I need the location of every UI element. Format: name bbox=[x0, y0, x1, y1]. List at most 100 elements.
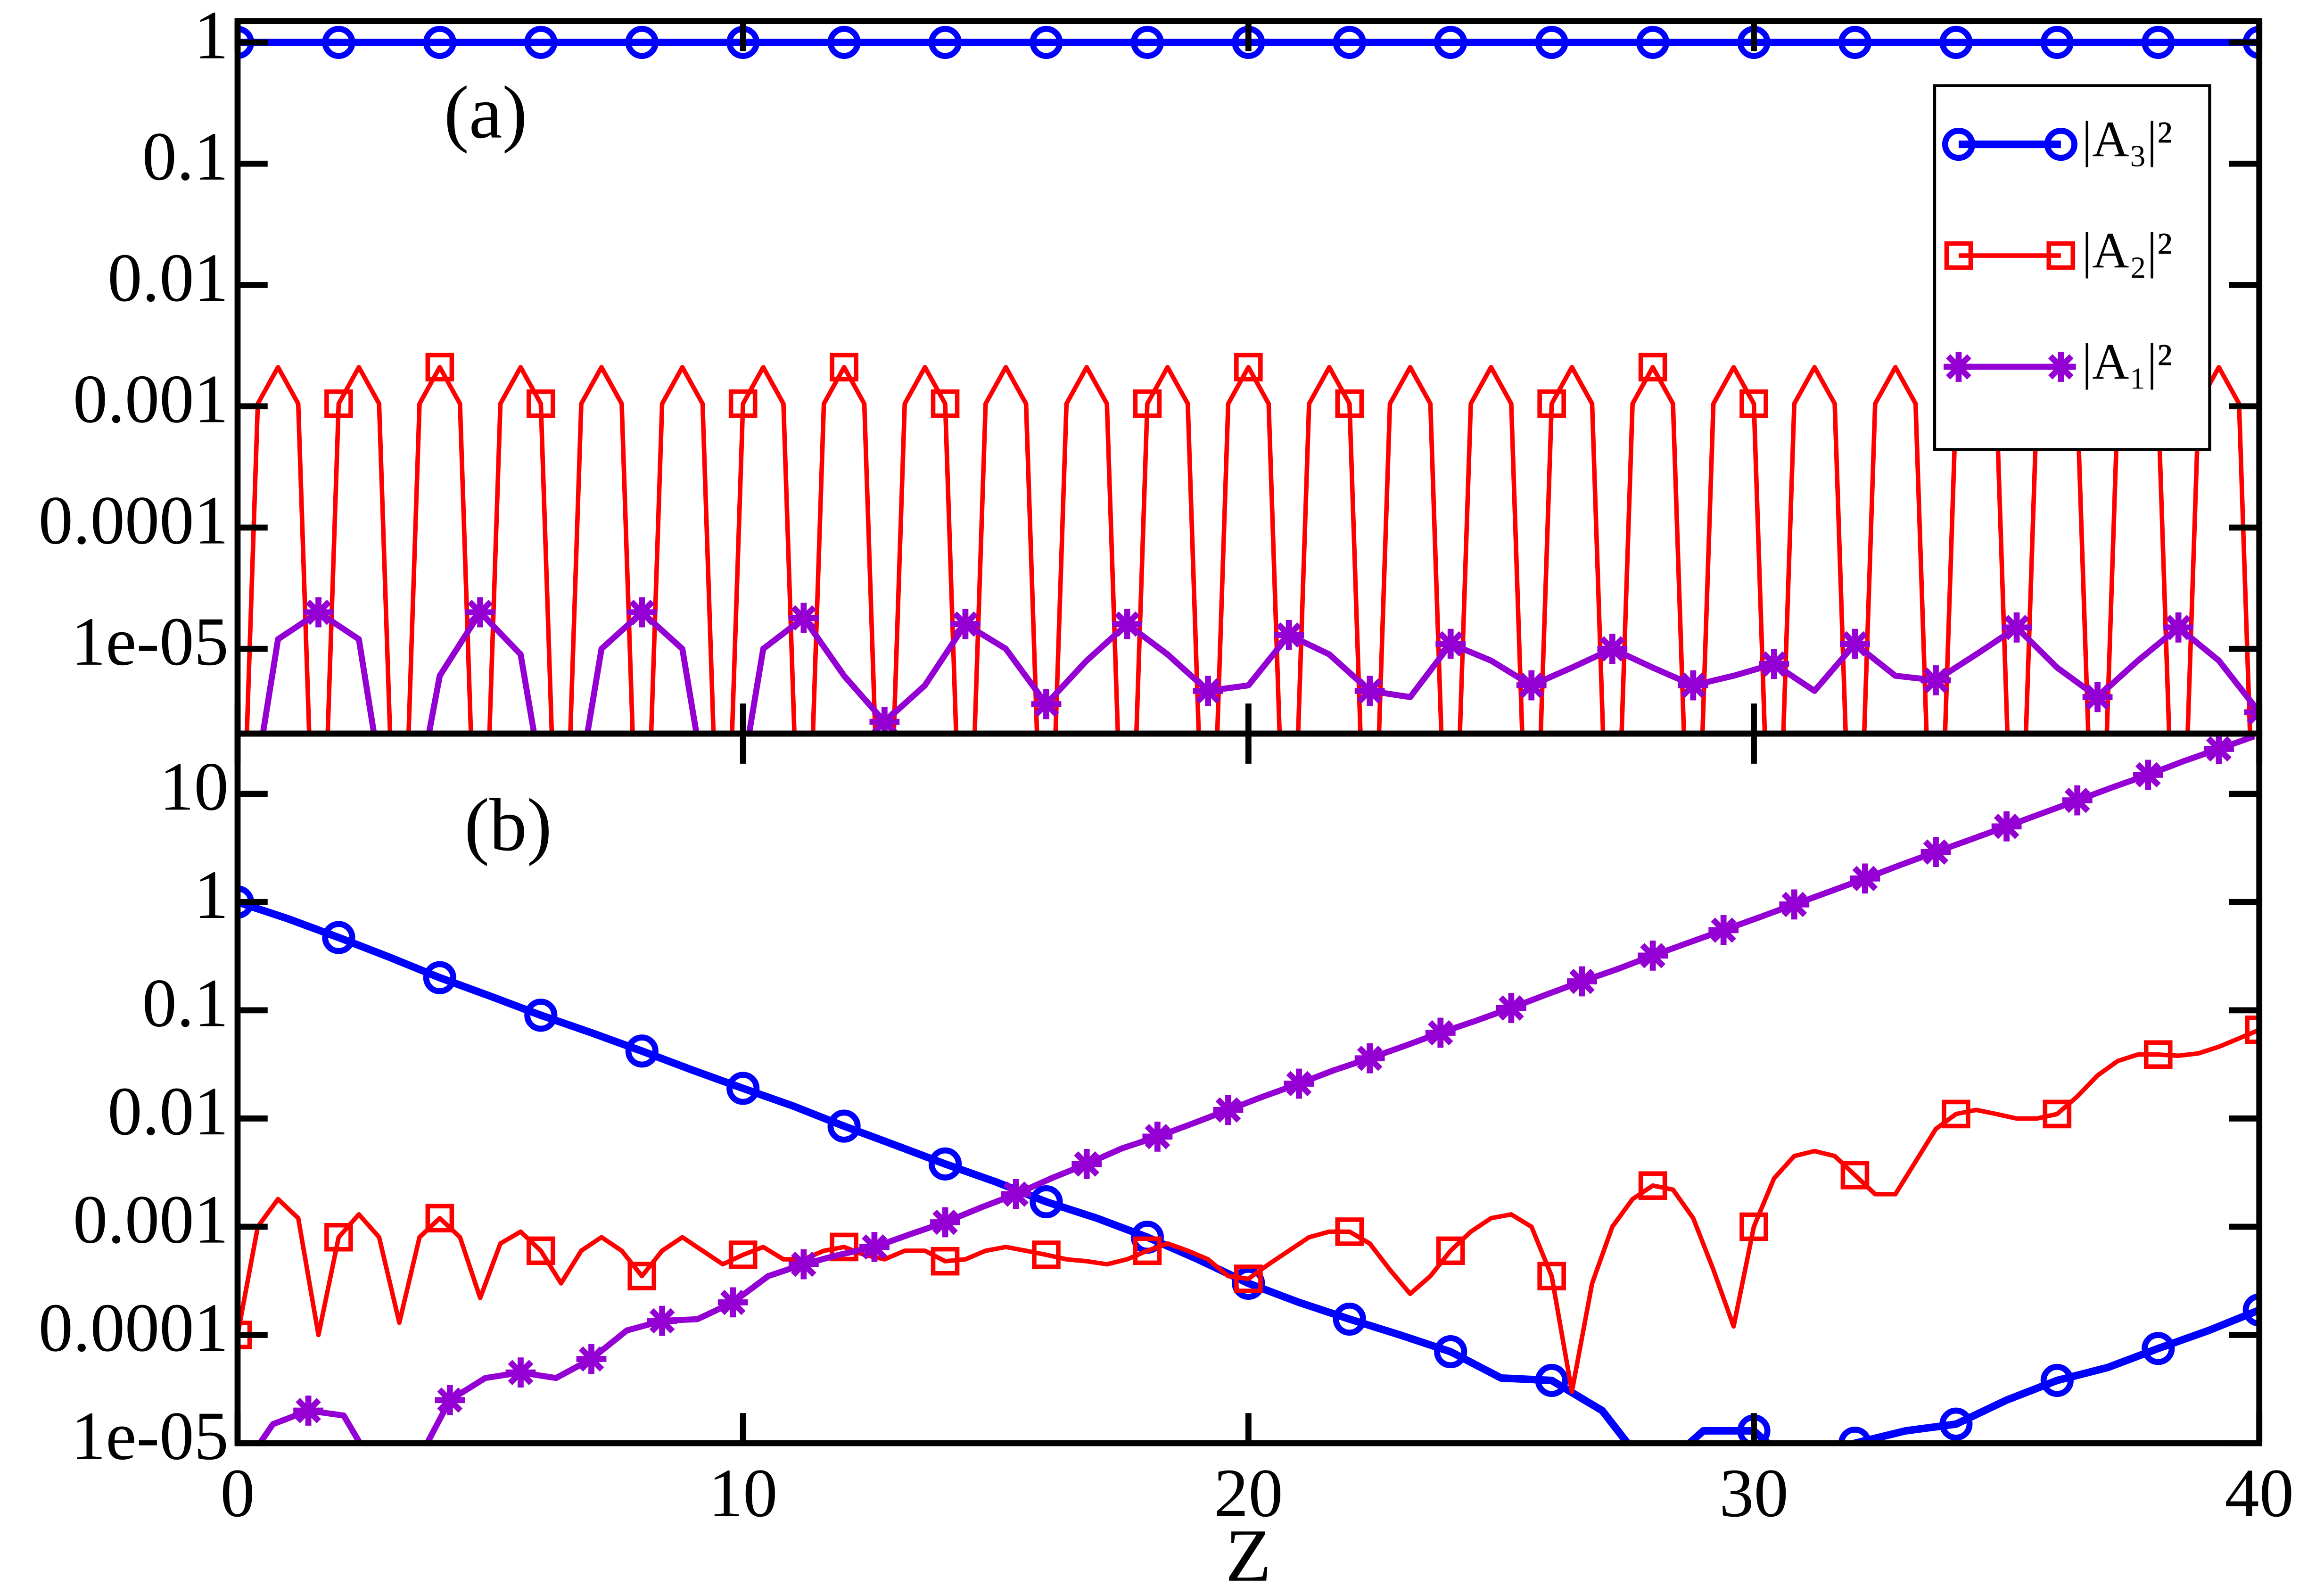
x-tick-label: 20 bbox=[1214, 1454, 1283, 1531]
marker bbox=[324, 1223, 353, 1252]
marker bbox=[627, 1262, 657, 1290]
marker bbox=[1434, 1335, 1467, 1369]
marker bbox=[830, 1232, 858, 1262]
marker bbox=[2242, 1293, 2259, 1327]
marker bbox=[2133, 760, 2163, 790]
marker bbox=[1920, 665, 1951, 695]
legend-marker bbox=[1944, 241, 1973, 270]
marker bbox=[928, 25, 962, 59]
x-tick-label: 0 bbox=[220, 1454, 255, 1531]
marker bbox=[1739, 1212, 1768, 1241]
marker bbox=[830, 353, 858, 382]
marker bbox=[1567, 966, 1597, 997]
marker bbox=[728, 1240, 758, 1269]
marker bbox=[2142, 25, 2175, 59]
marker bbox=[2002, 612, 2032, 643]
marker bbox=[1133, 389, 1162, 418]
marker bbox=[425, 353, 454, 382]
marker bbox=[1636, 25, 1670, 59]
series-line bbox=[237, 1027, 2259, 1394]
y-tick-label: 0.1 bbox=[142, 118, 229, 195]
marker bbox=[827, 1109, 861, 1143]
marker bbox=[1739, 389, 1768, 418]
x-tick-label: 30 bbox=[1719, 1454, 1788, 1531]
marker bbox=[1133, 1236, 1162, 1265]
marker bbox=[859, 1232, 890, 1262]
marker bbox=[1425, 1017, 1456, 1048]
y-tick-label: 1 bbox=[194, 856, 229, 933]
marker bbox=[788, 1249, 819, 1280]
marker bbox=[1333, 1302, 1366, 1336]
marker bbox=[1130, 25, 1164, 59]
marker bbox=[931, 389, 960, 418]
marker bbox=[1031, 689, 1062, 719]
marker bbox=[1030, 1185, 1063, 1219]
marker bbox=[1234, 1264, 1263, 1293]
legend-marker bbox=[1942, 128, 1976, 161]
legend-marker bbox=[1944, 352, 1974, 382]
marker bbox=[423, 961, 456, 994]
y-tick-label: 0.0001 bbox=[39, 482, 229, 559]
series-line bbox=[256, 734, 2256, 1444]
marker bbox=[1759, 649, 1789, 679]
marker bbox=[1535, 25, 1568, 59]
marker bbox=[527, 1236, 555, 1265]
marker bbox=[1991, 811, 2022, 842]
marker bbox=[1213, 1095, 1244, 1125]
legend-label: |A₁|² bbox=[2082, 333, 2172, 390]
marker bbox=[1638, 941, 1668, 971]
marker bbox=[1537, 1262, 1566, 1290]
marker bbox=[524, 999, 558, 1032]
marker bbox=[1516, 670, 1547, 701]
marker bbox=[1535, 1363, 1568, 1397]
marker bbox=[1071, 1148, 1102, 1179]
marker bbox=[625, 25, 659, 59]
series-line bbox=[237, 898, 2259, 1444]
marker bbox=[2143, 1040, 2173, 1069]
legend-label: |A₂|² bbox=[2082, 222, 2172, 279]
legend-marker bbox=[2044, 128, 2077, 161]
marker bbox=[2142, 1332, 2175, 1365]
marker bbox=[626, 597, 657, 628]
marker bbox=[728, 389, 758, 418]
legend-marker bbox=[2045, 352, 2076, 382]
marker bbox=[1537, 389, 1566, 418]
marker bbox=[1920, 837, 1951, 867]
marker bbox=[435, 1385, 465, 1415]
marker bbox=[2040, 1363, 2074, 1397]
marker bbox=[1942, 1099, 1970, 1129]
marker bbox=[1850, 863, 1880, 894]
marker bbox=[423, 25, 456, 59]
marker bbox=[1284, 1068, 1314, 1099]
marker bbox=[1335, 389, 1364, 418]
marker bbox=[576, 1344, 607, 1374]
marker bbox=[625, 1034, 659, 1068]
legend-label: |A₃|² bbox=[2082, 111, 2172, 167]
marker bbox=[1030, 25, 1063, 59]
marker bbox=[527, 389, 555, 418]
marker bbox=[726, 1072, 760, 1105]
marker bbox=[524, 25, 558, 59]
marker bbox=[950, 609, 981, 639]
marker bbox=[1335, 1217, 1364, 1246]
y-tick-label: 0.001 bbox=[73, 360, 229, 437]
y-tick-label: 0.0001 bbox=[39, 1289, 229, 1366]
marker bbox=[1597, 634, 1628, 664]
marker bbox=[1838, 25, 1872, 59]
marker bbox=[869, 707, 900, 734]
marker bbox=[930, 1207, 960, 1238]
marker bbox=[1354, 1043, 1385, 1074]
marker bbox=[931, 1247, 960, 1276]
marker bbox=[1001, 1179, 1031, 1209]
x-axis-label: Z bbox=[1226, 1514, 1271, 1586]
marker bbox=[293, 1396, 323, 1426]
marker bbox=[2163, 612, 2194, 643]
marker bbox=[717, 1287, 748, 1318]
marker bbox=[647, 1305, 677, 1336]
marker bbox=[1435, 628, 1466, 659]
marker bbox=[827, 25, 861, 59]
y-tick-label: 0.1 bbox=[142, 965, 229, 1041]
y-tick-label: 1 bbox=[194, 0, 229, 74]
y-tick-label: 0.01 bbox=[107, 239, 229, 316]
